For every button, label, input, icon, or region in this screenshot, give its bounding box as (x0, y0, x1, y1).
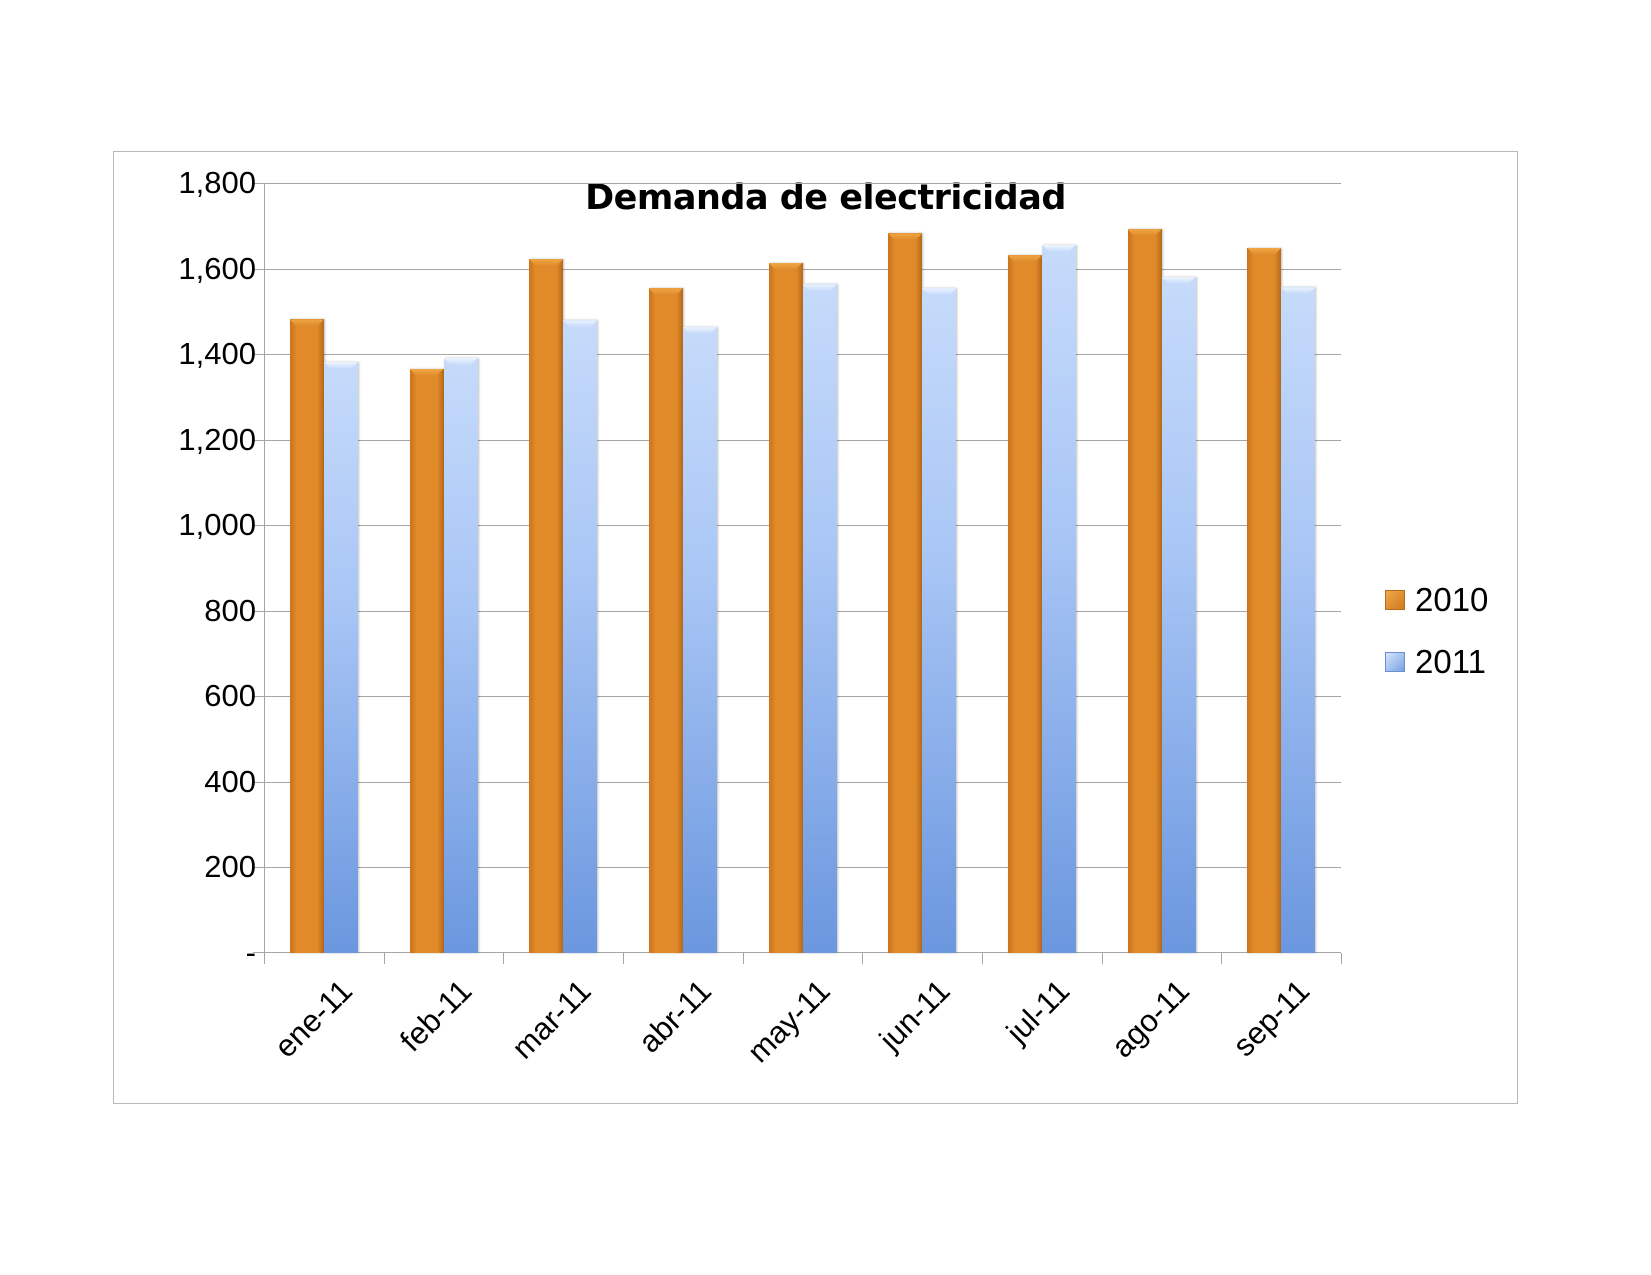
bar-2011-jul-11 (1041, 244, 1076, 953)
legend-swatch-icon (1385, 652, 1405, 672)
y-tick-label: 1,400 (178, 336, 256, 372)
bar-bevel (1127, 229, 1162, 237)
y-tick-label: 200 (204, 849, 256, 885)
bar-bevel (682, 327, 717, 335)
y-tick-label: 600 (204, 678, 256, 714)
bar-bevel (563, 320, 598, 328)
bar-2010-may-11 (768, 262, 803, 953)
bar-bevel (768, 262, 803, 270)
bar-2010-feb-11 (409, 368, 444, 953)
bar-2010-ene-11 (289, 319, 324, 953)
chart-title: Demanda de electricidad (585, 178, 1066, 218)
y-tick-label: 1,600 (178, 250, 256, 286)
x-tick (742, 953, 744, 964)
y-tick-label: 1,800 (178, 165, 256, 200)
bar-bevel (529, 259, 564, 267)
bar-bevel (1247, 248, 1282, 256)
x-tick (982, 953, 983, 964)
x-tick (1341, 953, 1342, 964)
bar-2011-ene-11 (323, 361, 358, 953)
x-tick (1101, 953, 1103, 964)
bar-bevel (922, 288, 957, 296)
bar-bevel (1161, 276, 1196, 284)
bar-bevel (323, 361, 358, 369)
bar-2011-abr-11 (682, 327, 717, 953)
bar-2010-mar-11 (529, 259, 564, 953)
bar-bevel (802, 284, 837, 292)
bar-bevel (1041, 244, 1076, 252)
y-axis (264, 183, 265, 964)
gridline (253, 183, 1341, 184)
bar-bevel (1007, 255, 1042, 263)
legend-swatch-icon (1385, 590, 1405, 610)
x-tick (503, 953, 505, 964)
x-tick (1221, 953, 1223, 964)
plot-area: -200 400 600 800 1,000 1,200 1,400 1,600 1,800 en… (178, 165, 1342, 1069)
bar-bevel (443, 357, 478, 365)
bar-2010-ago-11 (1127, 229, 1162, 953)
x-tick (862, 953, 864, 964)
bar-2010-jul-11 (1007, 255, 1042, 953)
x-tick (623, 953, 624, 964)
bar-2011-ago-11 (1161, 276, 1196, 953)
y-tick-label: 800 (204, 592, 256, 628)
bar-2011-may-11 (802, 284, 837, 953)
y-tick-label: 1,000 (178, 507, 256, 543)
bar-bevel (648, 288, 683, 296)
legend-label: 2011 (1415, 643, 1486, 680)
y-tick-label: 1,200 (178, 421, 256, 457)
bar-bevel (888, 233, 923, 241)
bar-2011-sep-11 (1281, 287, 1316, 953)
bar-2011-jun-11 (922, 288, 957, 953)
bar-2010-sep-11 (1247, 248, 1282, 953)
y-tick-label: 400 (204, 763, 256, 799)
bar-bevel (1281, 287, 1316, 295)
bar-bevel (289, 319, 324, 327)
bar-2011-mar-11 (563, 320, 598, 953)
bar-2010-abr-11 (648, 288, 683, 953)
y-tick-label: - (245, 935, 256, 970)
bar-2010-jun-11 (888, 233, 923, 953)
x-tick (264, 953, 265, 964)
bar-bevel (409, 368, 444, 376)
bar-2011-feb-11 (443, 357, 478, 953)
x-tick (383, 953, 385, 964)
legend-label: 2010 (1415, 581, 1489, 618)
